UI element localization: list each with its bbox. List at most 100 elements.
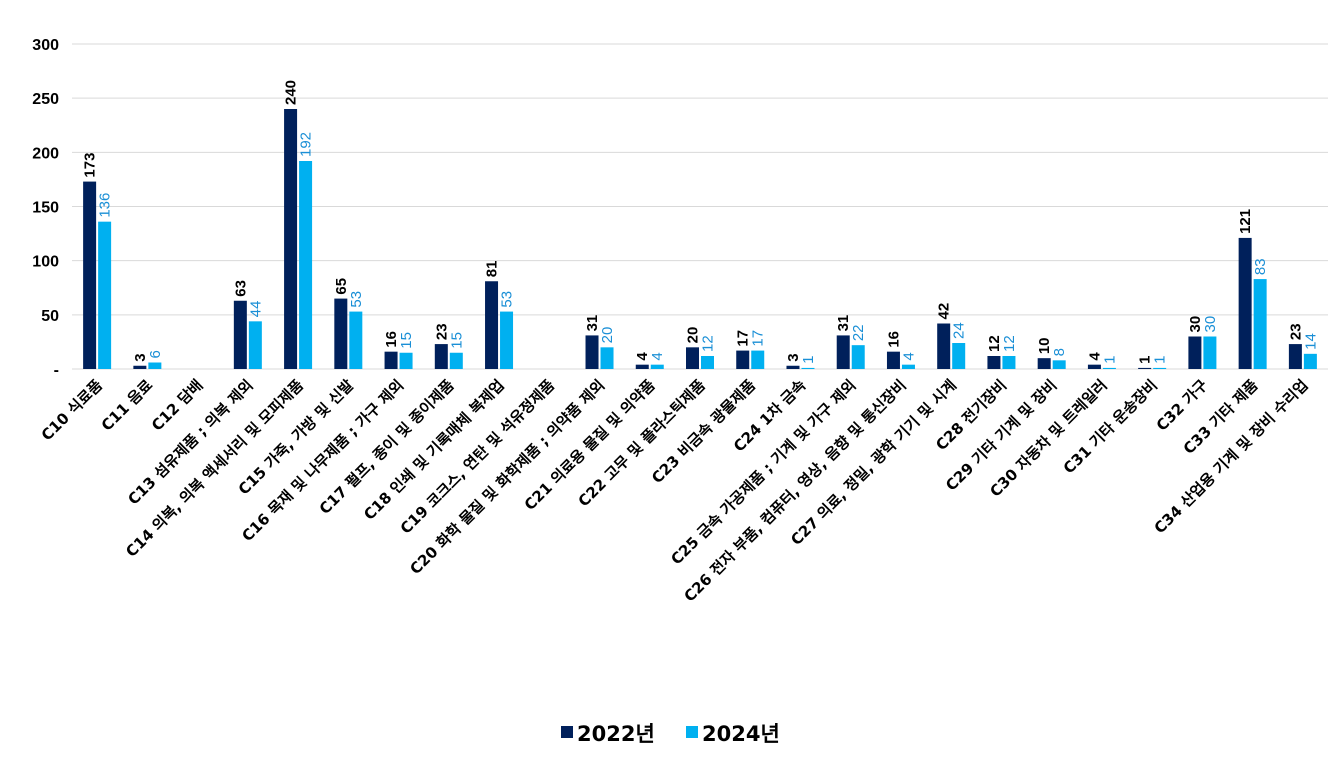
bar-2022 bbox=[1037, 358, 1051, 369]
y-tick-label: 250 bbox=[32, 91, 59, 108]
data-label-2024: 53 bbox=[499, 291, 516, 308]
bar-2022 bbox=[233, 300, 247, 369]
bar-2024 bbox=[248, 321, 262, 369]
data-label-2024: 15 bbox=[448, 332, 465, 349]
x-tick-label: C14 의복, 의복 액세서리 및 모피제품 bbox=[122, 376, 307, 561]
data-label-2024: 22 bbox=[850, 324, 867, 341]
y-tick-label: 50 bbox=[41, 308, 59, 325]
data-label-2022: 12 bbox=[986, 335, 1003, 352]
data-label-2024: 83 bbox=[1252, 258, 1269, 275]
bar-2024 bbox=[1102, 367, 1116, 369]
bar-2022 bbox=[635, 364, 649, 369]
x-tick-label: C31 기타 운송장비 bbox=[1060, 376, 1161, 477]
bars bbox=[83, 109, 1317, 369]
data-label-2022: 121 bbox=[1237, 209, 1254, 234]
data-label-2022: 31 bbox=[835, 315, 852, 332]
bar-2024 bbox=[1203, 336, 1217, 369]
data-label-2022: 3 bbox=[132, 353, 149, 361]
bar-2024 bbox=[1052, 360, 1066, 369]
y-axis: - 50 100 150 200 250 300 bbox=[32, 37, 59, 379]
data-label-2022: 42 bbox=[936, 303, 953, 320]
data-label-2022: 16 bbox=[383, 331, 400, 348]
bar-2022 bbox=[384, 351, 398, 369]
bar-2022 bbox=[485, 281, 499, 369]
data-label-2024: 8 bbox=[1051, 348, 1068, 356]
bar-2022 bbox=[786, 365, 800, 369]
data-label-2022: 16 bbox=[885, 331, 902, 348]
data-label-2022: 30 bbox=[1187, 316, 1204, 333]
bar-2024 bbox=[148, 362, 162, 369]
legend-swatch-2024 bbox=[686, 726, 698, 738]
data-label-2024: 14 bbox=[1302, 333, 1319, 350]
data-label-2024: 12 bbox=[1001, 335, 1018, 352]
bar-2024 bbox=[98, 221, 112, 369]
data-label-2024: 30 bbox=[1202, 316, 1219, 333]
data-label-2024: 1 bbox=[800, 356, 817, 364]
bar-2024 bbox=[952, 343, 966, 369]
legend-swatch-2022 bbox=[561, 726, 573, 738]
bar-2024 bbox=[349, 311, 363, 369]
bar-2024 bbox=[399, 352, 413, 369]
data-label-2024: 17 bbox=[750, 330, 767, 347]
data-label-2024: 1 bbox=[1152, 356, 1169, 364]
bar-2022 bbox=[133, 365, 147, 369]
y-tick-label: 100 bbox=[32, 254, 59, 271]
x-tick-label: C10 식료품 bbox=[38, 376, 106, 444]
bar-2022 bbox=[1238, 237, 1252, 369]
bar-2022 bbox=[1188, 336, 1202, 369]
data-label-2022: 17 bbox=[735, 330, 752, 347]
data-label-2024: 136 bbox=[97, 193, 114, 218]
bar-2022 bbox=[434, 344, 448, 369]
data-label-2024: 6 bbox=[147, 350, 164, 358]
bar-2022 bbox=[585, 335, 599, 369]
data-label-2024: 24 bbox=[951, 322, 968, 339]
legend-label-2024: 2024년 bbox=[702, 722, 780, 746]
bar-2024 bbox=[1253, 279, 1267, 369]
data-label-2022: 4 bbox=[1086, 352, 1103, 361]
bar-2024 bbox=[851, 345, 865, 369]
data-label-2024: 20 bbox=[599, 327, 616, 344]
bar-2022 bbox=[886, 351, 900, 369]
data-label-2022: 173 bbox=[82, 153, 99, 178]
bar-2024 bbox=[801, 367, 815, 369]
bar-2022 bbox=[1138, 367, 1152, 369]
bar-2022 bbox=[987, 356, 1001, 369]
bar-2024 bbox=[299, 161, 313, 369]
bar-2024 bbox=[701, 356, 714, 369]
data-label-2022: 23 bbox=[1287, 323, 1304, 340]
bar-2022 bbox=[1087, 364, 1101, 369]
bar-2024 bbox=[600, 347, 614, 369]
bar-2022 bbox=[937, 323, 951, 369]
data-label-2024: 192 bbox=[298, 132, 315, 157]
y-tick-label: - bbox=[54, 362, 59, 379]
data-label-2022: 23 bbox=[433, 323, 450, 340]
data-label-2024: 1 bbox=[1101, 356, 1118, 364]
bar-2022 bbox=[284, 109, 298, 369]
bar-2024 bbox=[1002, 356, 1016, 369]
legend: 2022년 2024년 bbox=[561, 722, 780, 746]
data-label-2022: 10 bbox=[1036, 337, 1053, 354]
data-label-2024: 44 bbox=[247, 301, 264, 318]
bar-2024 bbox=[751, 350, 765, 369]
bar-2022 bbox=[1288, 344, 1302, 369]
bar-2022 bbox=[83, 181, 97, 369]
data-label-2022: 1 bbox=[1137, 356, 1154, 364]
data-label-2024: 4 bbox=[649, 352, 666, 360]
data-label-2022: 81 bbox=[484, 261, 501, 278]
data-label-2024: 12 bbox=[700, 335, 717, 352]
x-tick-label: C25 금속 가공제품 ; 기계 및 가구 제외 bbox=[667, 376, 859, 568]
bar-2024 bbox=[1303, 353, 1317, 369]
bar-2022 bbox=[736, 350, 750, 369]
y-tick-label: 200 bbox=[32, 145, 59, 162]
bar-2022 bbox=[836, 335, 850, 369]
gridlines bbox=[72, 43, 1328, 370]
data-label-2022: 31 bbox=[584, 315, 601, 332]
bar-2024 bbox=[500, 311, 514, 369]
data-label-2022: 240 bbox=[283, 80, 300, 105]
data-label-2022: 65 bbox=[333, 278, 350, 295]
data-label-2024: 15 bbox=[398, 332, 415, 349]
data-label-2022: 20 bbox=[685, 327, 702, 344]
